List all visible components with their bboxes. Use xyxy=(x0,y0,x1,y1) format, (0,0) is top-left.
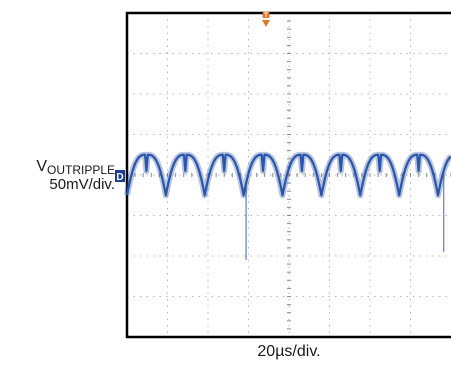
channel-marker: D xyxy=(115,170,125,183)
ripple-trace-series xyxy=(124,151,451,261)
y-axis-scale: 50mV/div. xyxy=(49,176,115,193)
y-axis-label: VOUTRIPPLE xyxy=(36,158,115,177)
markers: T D xyxy=(115,12,270,183)
trigger-marker-label: T xyxy=(264,13,268,19)
y-axis-label-subscript: OUTRIPPLE xyxy=(46,163,115,177)
screen-frame xyxy=(125,11,451,339)
screen-border xyxy=(125,11,451,339)
y-axis-label-main: V xyxy=(36,158,47,175)
trigger-marker: T xyxy=(262,12,270,27)
x-axis-label: 20µs/div. xyxy=(257,343,321,360)
ripple-trace-line xyxy=(125,153,451,197)
channel-marker-label: D xyxy=(116,172,123,183)
